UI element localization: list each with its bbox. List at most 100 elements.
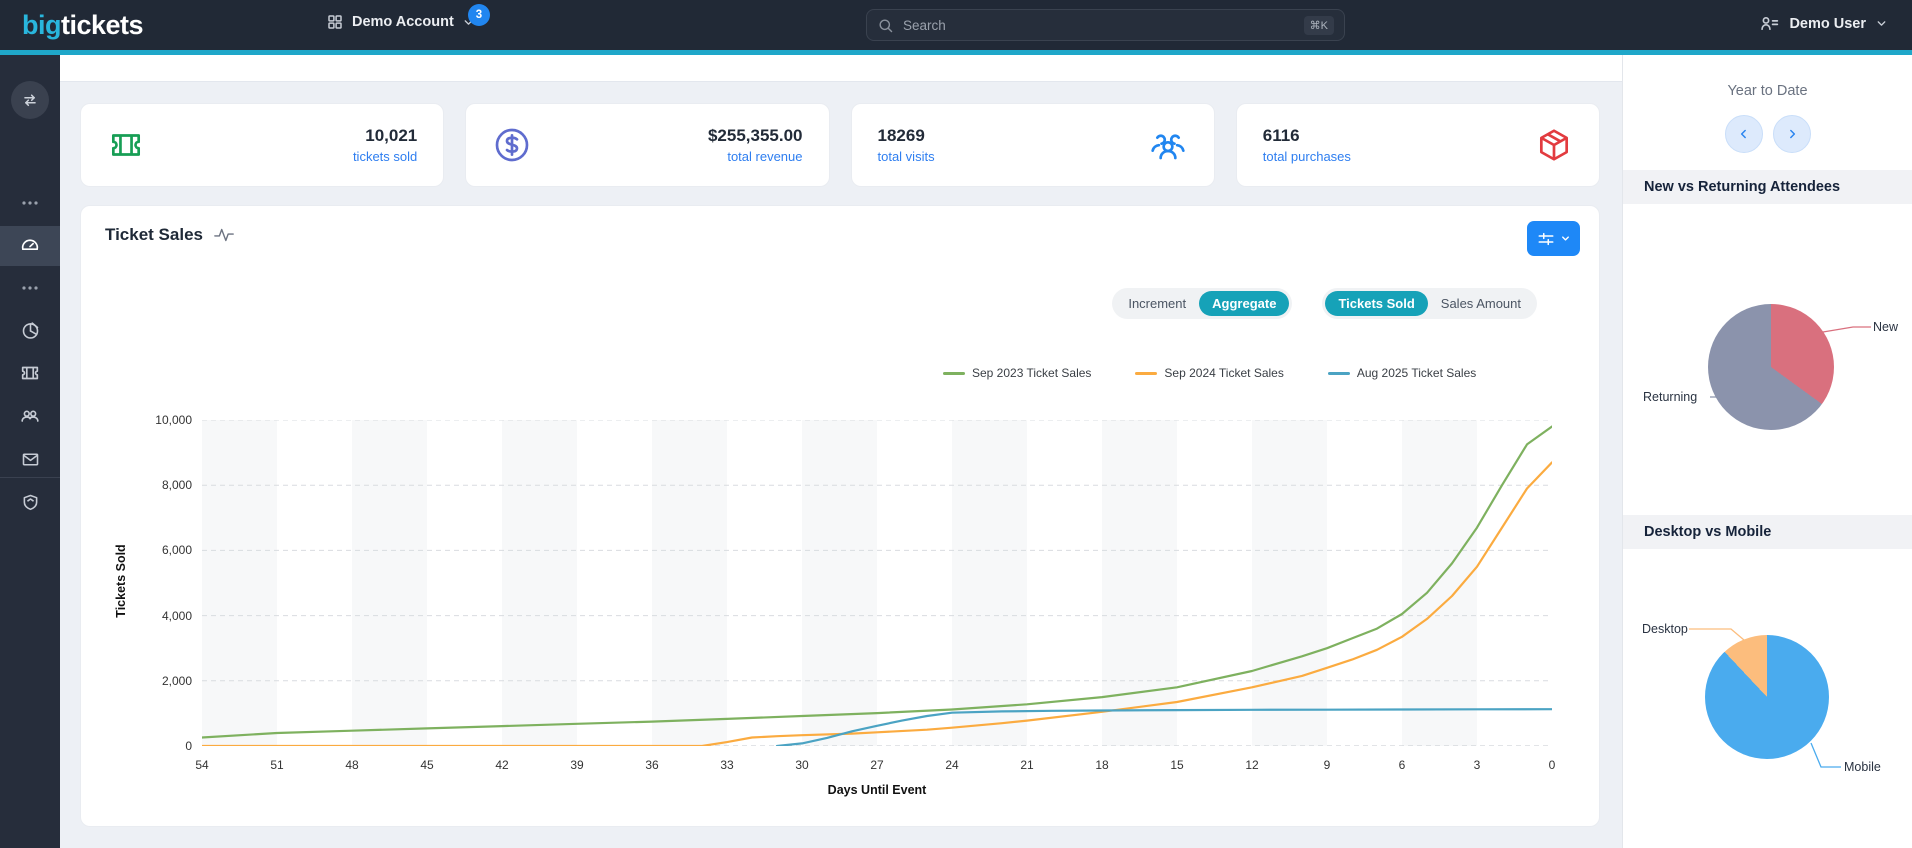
period-label: Year to Date (1727, 83, 1808, 99)
x-tick: 21 (1020, 758, 1034, 772)
desktop-vs-mobile-pie (1705, 635, 1829, 759)
user-label: Demo User (1789, 15, 1866, 32)
toggle-aggregate[interactable]: Aggregate (1199, 291, 1290, 316)
legend-swatch (1135, 371, 1158, 375)
legend-item[interactable]: Aug 2025 Ticket Sales (1327, 366, 1476, 380)
new-vs-returning-pie (1708, 304, 1834, 430)
sidebar-item-reports[interactable] (0, 310, 60, 350)
chart-legend: Sep 2023 Ticket Sales Sep 2024 Ticket Sal… (943, 366, 1476, 380)
x-tick: 51 (270, 758, 284, 772)
x-tick: 42 (495, 758, 509, 772)
search-input[interactable]: Search (903, 17, 946, 33)
ticket-icon (19, 362, 41, 384)
x-tick: 27 (870, 758, 884, 772)
user-group-icon (1148, 125, 1188, 165)
sidebar-item-more-top[interactable] (0, 183, 60, 223)
section-title-devices: Desktop vs Mobile (1623, 515, 1912, 549)
content-topbar (60, 55, 1622, 82)
sliders-icon (1537, 231, 1555, 247)
toggle-sales-amount[interactable]: Sales Amount (1428, 291, 1534, 316)
chevron-down-icon (1560, 233, 1571, 244)
y-tick: 6,000 (161, 543, 192, 558)
x-tick: 6 (1398, 758, 1406, 772)
stat-value: 10,021 (365, 126, 418, 145)
sidebar-item-security[interactable] (0, 482, 60, 522)
x-tick: 36 (645, 758, 659, 772)
legend-swatch (943, 371, 965, 375)
grid-icon (326, 13, 344, 31)
legend-item[interactable]: Sep 2024 Ticket Sales (1135, 366, 1284, 380)
panel-header: Ticket Sales (105, 225, 235, 245)
y-tick: 8,000 (161, 478, 192, 493)
x-tick: 18 (1095, 758, 1109, 772)
stats-row: 10,021 tickets sold $255,355.00 total re… (80, 103, 1600, 187)
stat-card-total-revenue: $255,355.00 total revenue (465, 103, 830, 187)
ellipsis-icon (21, 200, 39, 206)
pie-label-desktop: Desktop (1642, 622, 1688, 636)
total-visits-link[interactable]: total visits (877, 149, 935, 164)
dashboard-gauge-icon (19, 235, 41, 257)
swap-arrows-icon (20, 90, 40, 110)
legend-item[interactable]: Sep 2023 Ticket Sales (943, 366, 1091, 380)
chart-settings-button[interactable] (1527, 221, 1580, 256)
notification-badge: 3 (468, 4, 490, 26)
search-shortcut: ⌘K (1303, 15, 1334, 35)
sidebar-item-attendees[interactable] (0, 396, 60, 436)
sidebar-item-dashboard[interactable] (0, 226, 60, 266)
y-tick: 4,000 (161, 608, 192, 623)
account-switcher[interactable]: Demo Account (326, 13, 475, 31)
accent-bar (0, 50, 1912, 55)
x-tick: 33 (720, 758, 734, 772)
previous-period-button[interactable] (1724, 115, 1763, 153)
account-label: Demo Account (352, 14, 454, 30)
line-chart (202, 420, 1552, 746)
toggle-tickets-sold[interactable]: Tickets Sold (1325, 291, 1428, 316)
tickets-sold-link[interactable]: tickets sold (352, 149, 418, 164)
pie-label-new: New (1873, 320, 1899, 334)
total-purchases-link[interactable]: total purchases (1262, 149, 1351, 164)
stat-value: 18269 (877, 126, 925, 145)
increment-aggregate-toggle: Increment Aggregate (1112, 288, 1293, 319)
user-menu[interactable]: Demo User (1759, 13, 1888, 34)
sidebar-item-more-middle[interactable] (0, 268, 60, 308)
pie-label-mobile: Mobile (1844, 760, 1881, 774)
stat-card-total-visits: 18269 total visits (850, 103, 1215, 187)
stat-card-tickets-sold: 10,021 tickets sold (80, 103, 445, 187)
legend-swatch (1327, 371, 1350, 375)
x-tick: 45 (420, 758, 434, 772)
x-tick: 39 (570, 758, 584, 772)
period-pager (1623, 115, 1912, 153)
y-tick: 2,000 (161, 673, 192, 688)
y-tick: 10,000 (155, 413, 192, 427)
shield-icon (20, 492, 41, 513)
next-period-button[interactable] (1772, 115, 1811, 153)
stat-value: 6116 (1262, 126, 1300, 145)
y-axis-ticks: 0 2,000 4,000 6,000 8,000 10,000 (81, 206, 192, 828)
legend-label: Sep 2024 Ticket Sales (1164, 366, 1284, 380)
logo[interactable]: bigtickets (22, 10, 144, 41)
user-list-icon (1759, 13, 1780, 34)
sidebar-item-collapse[interactable] (11, 81, 49, 119)
x-tick: 9 (1323, 758, 1331, 772)
package-box-icon (1535, 126, 1573, 164)
x-axis-label: Days Until Event (827, 783, 927, 797)
dollar-circle-icon (492, 125, 532, 165)
logo-big: big (22, 10, 62, 40)
activity-pulse-icon (213, 226, 235, 244)
x-tick: 3 (1473, 758, 1481, 772)
ellipsis-icon (21, 285, 39, 291)
x-tick: 54 (195, 758, 209, 772)
sidebar (0, 55, 60, 848)
toggle-increment[interactable]: Increment (1115, 291, 1199, 316)
total-revenue-link[interactable]: total revenue (727, 149, 803, 164)
sidebar-item-messages[interactable] (0, 439, 60, 479)
metric-toggle: Tickets Sold Sales Amount (1322, 288, 1537, 319)
stat-card-total-purchases: 6116 total purchases (1235, 103, 1600, 187)
panel-title: Ticket Sales (105, 225, 203, 244)
sidebar-item-tickets[interactable] (0, 353, 60, 393)
x-tick: 24 (945, 758, 959, 772)
search-bar[interactable]: Search ⌘K (866, 9, 1345, 41)
legend-label: Sep 2023 Ticket Sales (972, 366, 1092, 380)
y-tick: 0 (185, 739, 192, 753)
